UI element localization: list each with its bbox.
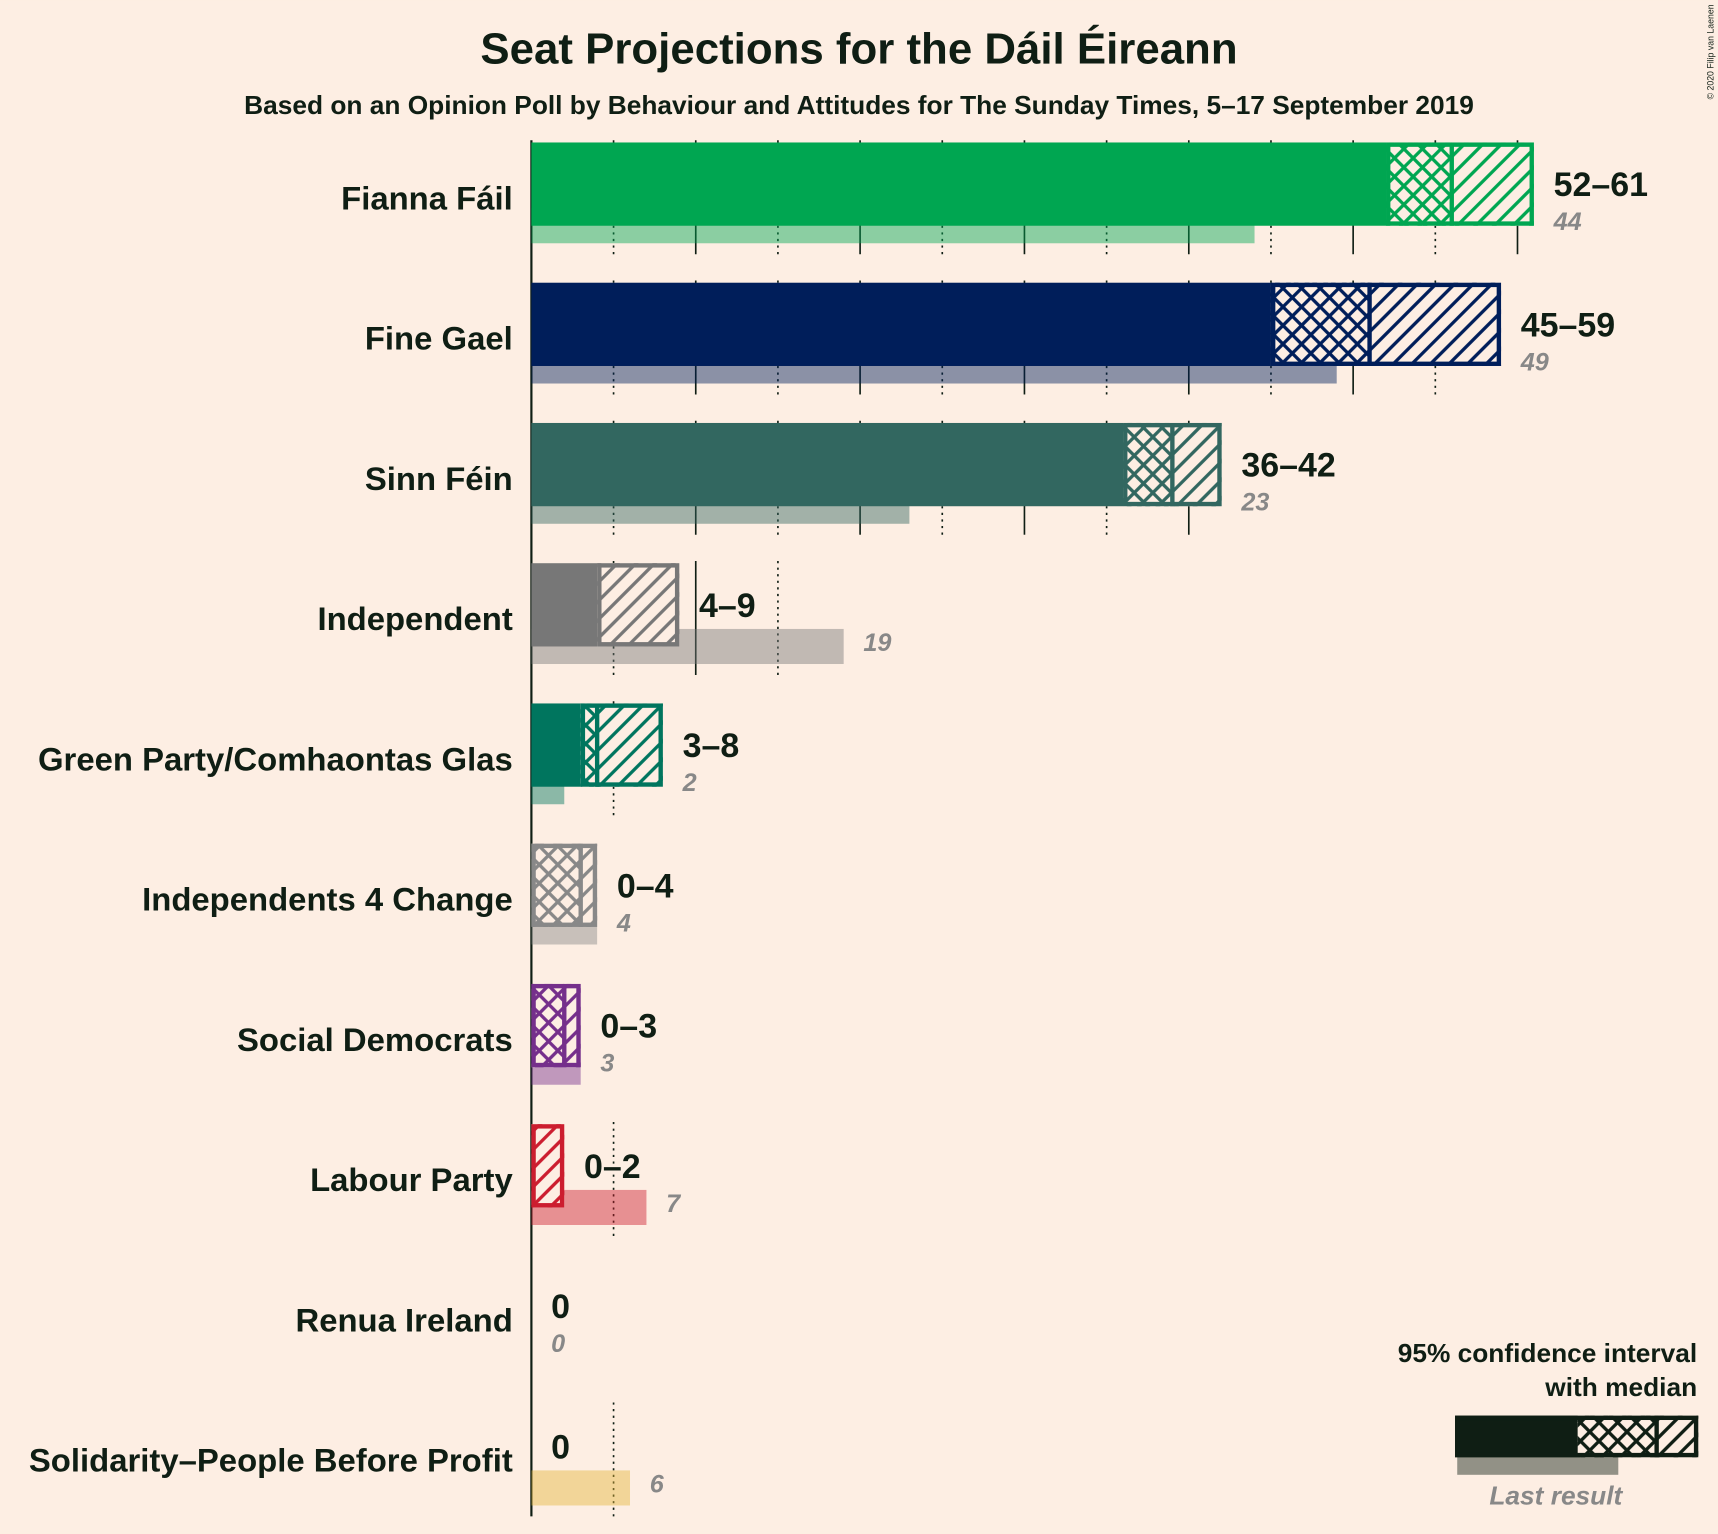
legend-last-label: Last result	[1489, 1480, 1623, 1510]
bar-solid	[531, 422, 1124, 507]
chart-title: Seat Projections for the Dáil Éireann	[480, 24, 1237, 74]
party-label: Fianna Fáil	[341, 179, 513, 216]
last-result-label: 3	[600, 1050, 614, 1078]
bar-hatch	[1451, 142, 1534, 226]
legend-hatch-swatch	[1656, 1415, 1699, 1458]
bar-hatch	[531, 1124, 565, 1208]
range-label: 0–2	[584, 1148, 641, 1186]
legend-title: with median	[1544, 1372, 1697, 1402]
party-label: Independent	[317, 600, 512, 637]
party-label: Labour Party	[310, 1161, 513, 1198]
ci-outline	[531, 1124, 565, 1208]
last-result-label: 2	[682, 769, 697, 797]
party-label: Independents 4 Change	[142, 881, 513, 918]
copyright: © 2020 Filip van Laenen	[1706, 4, 1716, 99]
range-label: 4–9	[699, 587, 756, 625]
party-label: Fine Gael	[365, 320, 513, 357]
bar-hatch	[1369, 282, 1502, 366]
range-label: 52–61	[1554, 166, 1648, 204]
bar-crosshatch	[1123, 422, 1173, 507]
legend-outline	[1455, 1415, 1699, 1458]
party-label: Renua Ireland	[295, 1301, 512, 1338]
bar-crosshatch	[531, 983, 565, 1068]
bar-hatch	[597, 563, 680, 647]
last-result-bar	[531, 1470, 631, 1506]
chart-subtitle: Based on an Opinion Poll by Behaviour an…	[244, 90, 1474, 120]
range-label: 36–42	[1241, 447, 1335, 485]
bar-crosshatch	[1270, 282, 1370, 366]
range-label: 0	[551, 1288, 570, 1326]
range-label: 0–4	[617, 867, 674, 905]
bar-solid	[531, 703, 581, 787]
last-result-label: 7	[666, 1190, 681, 1218]
last-result-label: 44	[1553, 208, 1582, 236]
last-result-label: 49	[1520, 348, 1549, 376]
last-result-label: 6	[650, 1470, 665, 1498]
ci-outline	[1270, 282, 1502, 366]
ci-outline	[531, 983, 581, 1068]
range-label: 0	[551, 1428, 570, 1466]
ci-outline	[580, 703, 663, 787]
bar-solid	[531, 282, 1271, 366]
bar-hatch	[1172, 422, 1222, 507]
range-label: 0–3	[600, 1008, 657, 1046]
legend-crosshatch-swatch	[1577, 1415, 1657, 1458]
bar-solid	[531, 142, 1387, 226]
bar-crosshatch	[531, 843, 581, 927]
party-label: Solidarity–People Before Profit	[29, 1442, 513, 1479]
range-label: 3–8	[683, 727, 740, 765]
bar-crosshatch	[1386, 142, 1452, 226]
ci-outline	[531, 843, 598, 927]
legend-title: 95% confidence interval	[1398, 1338, 1697, 1368]
party-label: Sinn Féin	[365, 460, 513, 497]
bar-solid	[531, 563, 598, 647]
legend-solid-swatch	[1455, 1415, 1578, 1458]
last-result-label: 23	[1240, 489, 1269, 517]
last-result-label: 19	[863, 629, 891, 657]
party-label: Green Party/Comhaontas Glas	[38, 740, 513, 777]
last-result-label: 0	[551, 1330, 565, 1358]
last-result-label: 4	[616, 909, 631, 937]
ci-outline	[597, 563, 680, 647]
bar-hatch	[597, 703, 663, 787]
party-label: Social Democrats	[237, 1021, 513, 1058]
range-label: 45–59	[1521, 306, 1615, 344]
ci-outline	[1386, 142, 1534, 226]
